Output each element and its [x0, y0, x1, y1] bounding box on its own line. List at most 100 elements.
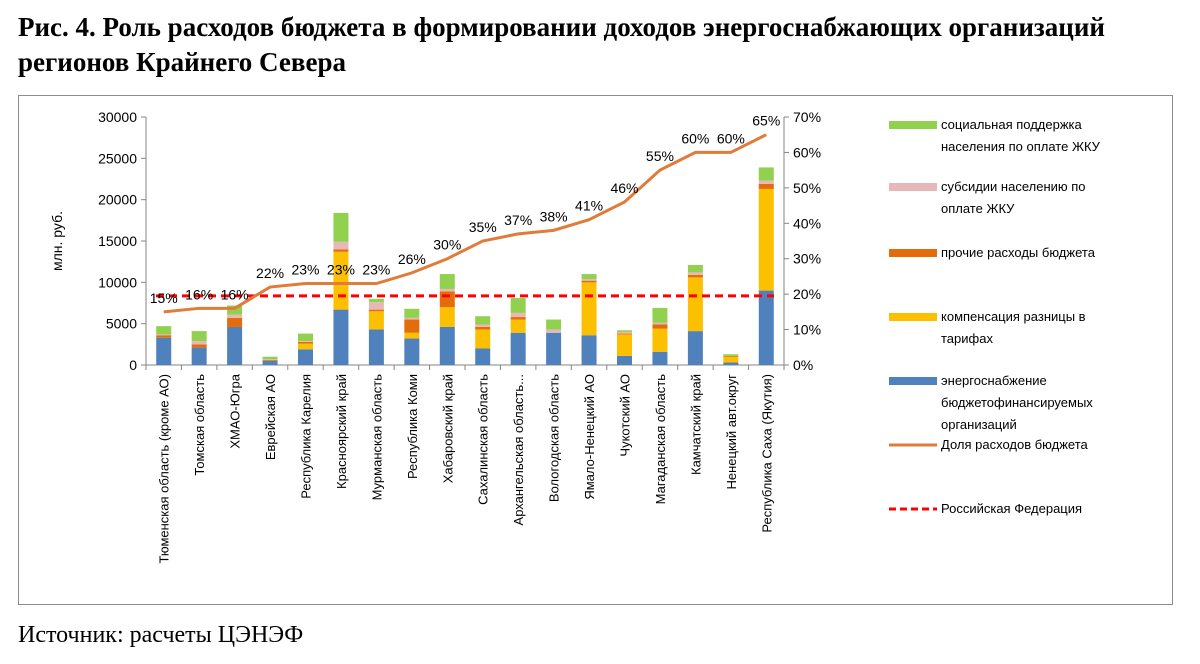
share-data-label: 41% — [575, 198, 603, 214]
category-label: ХМАО-Югра — [228, 373, 243, 448]
bar-segment — [262, 360, 278, 365]
y-tick-label: 20000 — [98, 192, 137, 208]
bar-segment — [439, 307, 455, 327]
bar-segment — [723, 356, 739, 363]
bar-segment — [262, 356, 278, 360]
category-label: Сахалинская область — [476, 374, 491, 505]
legend-swatch — [889, 377, 937, 385]
bar-segment — [227, 326, 243, 365]
bar-segment — [404, 308, 420, 318]
bar-segment — [475, 348, 491, 365]
bar-segment — [191, 344, 207, 348]
bar-segment — [368, 309, 384, 312]
bar-segment — [652, 322, 668, 325]
bar-segment — [510, 332, 526, 365]
bar-segment — [758, 183, 774, 189]
category-label: Мурманская область — [369, 374, 384, 501]
y2-tick-label: 30% — [793, 251, 821, 267]
share-line — [163, 133, 767, 314]
share-data-label: 35% — [469, 219, 497, 235]
bar-segment — [546, 329, 562, 333]
bar-segment — [156, 337, 172, 365]
bar-segment — [652, 328, 668, 352]
category-label: Красноярский край — [334, 374, 349, 489]
share-data-label: 30% — [433, 237, 461, 253]
bar-segment — [652, 351, 668, 365]
bar-segment — [475, 324, 491, 327]
share-data-label: 23% — [327, 262, 355, 278]
category-label: Архангельская область... — [511, 374, 526, 525]
bar-segment — [439, 326, 455, 365]
category-label: Республика Саха (Якутия) — [759, 374, 774, 533]
legend-swatch — [889, 249, 937, 257]
share-data-label: 60% — [681, 130, 709, 146]
bar-segment — [758, 290, 774, 365]
legend-swatch — [889, 183, 937, 191]
bar-segment — [687, 264, 703, 273]
category-label: Еврейская АО — [263, 374, 278, 460]
bar-segment — [404, 317, 420, 320]
bar-segment — [333, 309, 349, 365]
y2-tick-label: 60% — [793, 144, 821, 160]
y-tick-label: 25000 — [98, 150, 137, 166]
bar-segment — [156, 334, 172, 336]
chart-frame: 0 5000 10000 15000 20000 25000 30000 0% 10% 20% 30… — [18, 95, 1173, 605]
bar-segment — [723, 362, 739, 365]
share-data-label: 15% — [150, 290, 178, 306]
legend-label: Доля расходов бюджета — [941, 437, 1089, 452]
bar-segment — [368, 298, 384, 303]
bar-segment — [758, 180, 774, 184]
category-label: Хабаровский край — [440, 374, 455, 483]
bar-segment — [581, 335, 597, 365]
category-label: Вологодская область — [547, 374, 562, 502]
bar-segment — [723, 355, 739, 357]
bar-segment — [617, 333, 632, 335]
legend-label: прочие расходы бюджета — [941, 245, 1096, 260]
legend-label: субсидии населению по оплате ЖКУ — [941, 179, 1086, 216]
share-data-label: 23% — [291, 262, 319, 278]
bar-segment — [546, 319, 562, 330]
bar-segment — [156, 335, 172, 338]
y2-tick-label: 40% — [793, 215, 821, 231]
bar-segment — [510, 298, 526, 313]
bar-segment — [758, 188, 774, 291]
page-title: Рис. 4. Роль расходов бюджета в формиров… — [18, 12, 1105, 77]
bar-segment — [581, 280, 597, 283]
bar-segment — [687, 272, 703, 275]
bar-segment — [758, 167, 774, 181]
bar-segment — [581, 274, 597, 280]
bar-segment — [652, 324, 668, 329]
bar-segment — [262, 359, 278, 361]
bar-segment — [333, 249, 349, 252]
bar-segment — [475, 326, 491, 330]
share-data-label: 55% — [646, 148, 674, 164]
legend-label: компенсация разницы в тарифах — [941, 309, 1086, 346]
bar-segment — [439, 288, 455, 292]
bar-segment — [404, 319, 420, 333]
bar-segment — [191, 341, 207, 345]
bar-segment — [333, 241, 349, 250]
bar-segment — [298, 349, 313, 365]
source-note: Источник: расчеты ЦЭНЭФ — [18, 622, 304, 648]
bar-segment — [333, 212, 349, 242]
bar-segment — [227, 305, 243, 315]
bar-segment — [617, 331, 632, 334]
bar-segment — [617, 330, 632, 332]
y2-tick-label: 70% — [793, 109, 821, 125]
bar-segment — [723, 354, 739, 356]
legend-swatch — [889, 313, 937, 321]
legend-label: Российская Федерация — [941, 501, 1082, 516]
share-data-label: 22% — [256, 265, 284, 281]
bar-segment — [156, 326, 172, 335]
category-label: Ненецкий авт.округ — [724, 374, 739, 490]
share-data-label: 60% — [717, 130, 745, 146]
legend-label: энергоснабжение бюджетофинансируемых орган… — [941, 373, 1093, 432]
category-label: Камчатский край — [688, 374, 703, 475]
bar-segment — [298, 343, 313, 350]
y-tick-label: 5000 — [106, 316, 137, 332]
category-label: Томская область — [192, 374, 207, 476]
y2-tick-label: 50% — [793, 180, 821, 196]
share-data-label: 16% — [185, 286, 213, 302]
bar-segment — [510, 319, 526, 333]
y-tick-label: 10000 — [98, 274, 137, 290]
